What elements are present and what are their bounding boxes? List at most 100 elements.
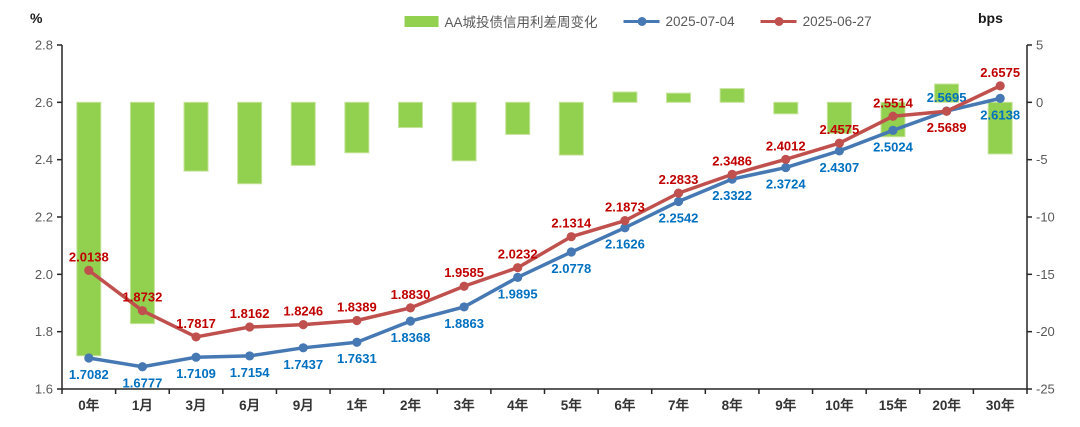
point-2025-06-27 bbox=[995, 81, 1005, 91]
data-label-2025-06-27: 1.8732 bbox=[123, 290, 163, 305]
bar-5年 bbox=[558, 101, 584, 156]
data-label-2025-07-04: 2.5695 bbox=[927, 90, 967, 105]
point-2025-07-04 bbox=[781, 162, 791, 173]
data-label-2025-06-27: 2.0138 bbox=[69, 249, 109, 264]
point-2025-06-27 bbox=[781, 154, 791, 164]
x-category-label: 3年 bbox=[454, 397, 476, 413]
data-label-2025-06-27: 2.6575 bbox=[980, 65, 1020, 80]
point-2025-06-27 bbox=[352, 315, 362, 326]
point-2025-06-27 bbox=[245, 322, 255, 332]
data-label-2025-07-04: 2.5024 bbox=[873, 139, 914, 154]
data-label-2025-06-27: 2.2833 bbox=[659, 172, 699, 187]
line-dot-swatch-icon bbox=[760, 16, 797, 26]
bar-9月 bbox=[290, 101, 316, 166]
x-category-label: 3月 bbox=[186, 398, 207, 413]
legend-label: 2025-06-27 bbox=[802, 13, 872, 29]
right-tick-label: 5 bbox=[1036, 38, 1043, 53]
left-tick-label: 1.6 bbox=[35, 382, 53, 397]
data-label-2025-06-27: 1.8162 bbox=[230, 306, 270, 321]
legend-item-bar-series: AA城投债信用利差周变化 bbox=[404, 11, 598, 31]
left-tick-label: 2.0 bbox=[35, 267, 53, 282]
data-label-2025-07-04: 1.6777 bbox=[123, 376, 163, 391]
data-label-2025-06-27: 2.3486 bbox=[712, 153, 752, 168]
point-2025-07-04 bbox=[995, 93, 1005, 103]
point-2025-06-27 bbox=[84, 265, 94, 275]
x-category-label: 9年 bbox=[775, 397, 797, 413]
data-label-2025-07-04: 1.8863 bbox=[444, 316, 484, 331]
bar-3月 bbox=[183, 101, 209, 172]
point-2025-06-27 bbox=[137, 306, 148, 316]
legend-item-line-2025-07-04: 2025-07-04 bbox=[623, 14, 735, 29]
bar-1年 bbox=[344, 101, 370, 154]
point-2025-06-27 bbox=[566, 232, 576, 242]
line-2025-06-27 bbox=[87, 84, 1002, 339]
point-2025-06-27 bbox=[673, 188, 684, 198]
data-label-2025-06-27: 2.5514 bbox=[873, 95, 914, 110]
x-category-label: 2年 bbox=[400, 397, 422, 413]
bar-30年 bbox=[987, 101, 1013, 155]
point-2025-06-27 bbox=[513, 263, 523, 273]
data-label-2025-07-04: 1.7109 bbox=[176, 366, 216, 381]
legend-label: AA城投债信用利差周变化 bbox=[444, 15, 598, 30]
point-2025-06-27 bbox=[620, 216, 630, 226]
left-tick-label: 2.8 bbox=[35, 38, 53, 53]
point-2025-07-04 bbox=[245, 351, 255, 361]
data-label-2025-06-27: 1.7817 bbox=[176, 316, 216, 331]
x-category-label: 10年 bbox=[825, 397, 854, 413]
data-label-2025-07-04: 1.8368 bbox=[391, 330, 431, 345]
data-label-2025-06-27: 2.0232 bbox=[498, 247, 538, 262]
left-tick-label: 2.2 bbox=[35, 210, 53, 225]
x-category-label: 5年 bbox=[561, 397, 583, 413]
data-label-2025-07-04: 1.9895 bbox=[498, 286, 538, 301]
bar-8年 bbox=[719, 88, 745, 103]
point-2025-07-04 bbox=[834, 146, 844, 156]
right-tick-label: -15 bbox=[1036, 267, 1055, 282]
point-2025-07-04 bbox=[298, 343, 308, 353]
data-label-2025-06-27: 1.9585 bbox=[444, 265, 484, 280]
x-category-label: 1年 bbox=[346, 397, 368, 413]
point-2025-06-27 bbox=[298, 320, 308, 330]
data-label-2025-06-27: 2.4575 bbox=[819, 122, 859, 137]
data-label-2025-07-04: 1.7154 bbox=[230, 365, 271, 380]
line-dot-swatch-icon bbox=[623, 16, 660, 26]
data-label-2025-07-04: 2.1626 bbox=[605, 237, 645, 252]
left-tick-label: 1.8 bbox=[35, 324, 53, 339]
data-label-2025-07-04: 1.7631 bbox=[337, 351, 377, 366]
point-2025-07-04 bbox=[673, 196, 684, 207]
point-2025-07-04 bbox=[84, 353, 94, 363]
data-label-2025-07-04: 1.7437 bbox=[283, 357, 323, 372]
bar-6年 bbox=[612, 91, 638, 103]
point-2025-07-04 bbox=[191, 352, 201, 362]
bar-7年 bbox=[666, 92, 692, 103]
right-tick-label: -20 bbox=[1036, 324, 1055, 339]
point-2025-06-27 bbox=[888, 111, 898, 121]
bar-4年 bbox=[505, 101, 531, 135]
bar-swatch-icon bbox=[404, 15, 439, 27]
point-2025-06-27 bbox=[834, 138, 844, 148]
right-tick-label: 0 bbox=[1036, 95, 1043, 110]
left-axis-unit-label: % bbox=[30, 10, 43, 26]
data-label-2025-07-04: 2.3322 bbox=[712, 188, 752, 203]
data-label-2025-06-27: 2.1873 bbox=[605, 200, 645, 215]
data-label-2025-07-04: 2.6138 bbox=[980, 107, 1020, 122]
right-tick-label: -5 bbox=[1036, 152, 1048, 167]
right-tick-label: -25 bbox=[1036, 382, 1055, 397]
data-label-2025-06-27: 1.8389 bbox=[337, 300, 377, 315]
x-category-label: 6月 bbox=[239, 398, 260, 413]
left-tick-label: 2.4 bbox=[35, 152, 53, 167]
data-label-2025-06-27: 2.4012 bbox=[766, 138, 806, 153]
data-label-2025-06-27: 2.5689 bbox=[927, 120, 967, 135]
x-category-label: 9月 bbox=[293, 398, 314, 413]
point-2025-06-27 bbox=[941, 106, 952, 116]
line-2025-07-04 bbox=[87, 96, 1002, 369]
x-category-label: 30年 bbox=[986, 397, 1015, 413]
bar-0年 bbox=[76, 101, 102, 357]
x-category-label: 0年 bbox=[78, 397, 100, 413]
left-tick-label: 2.6 bbox=[35, 95, 53, 110]
data-label-2025-07-04: 2.4307 bbox=[819, 160, 859, 175]
data-label-2025-07-04: 2.0778 bbox=[551, 261, 591, 276]
x-category-label: 15年 bbox=[879, 397, 908, 413]
x-category-label: 4年 bbox=[507, 397, 529, 413]
point-2025-06-27 bbox=[727, 169, 737, 180]
